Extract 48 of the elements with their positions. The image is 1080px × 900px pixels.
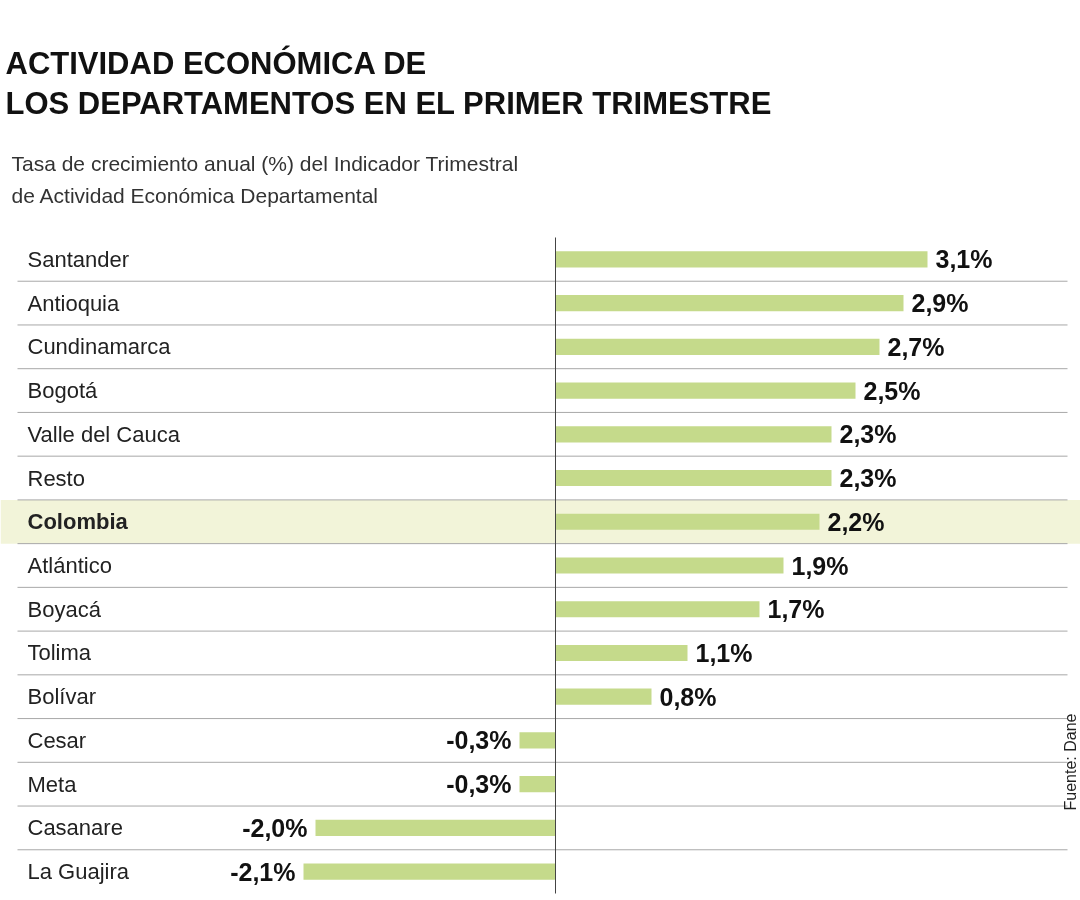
data-label: 2,3% xyxy=(839,420,897,449)
bar xyxy=(555,601,760,618)
y-tick-label: Boyacá xyxy=(27,596,102,622)
data-label: 3,1% xyxy=(935,245,993,274)
y-tick-label: La Guajira xyxy=(27,859,130,885)
y-tick-label: Tolima xyxy=(27,640,92,666)
y-tick-label: Cesar xyxy=(27,727,87,753)
bar xyxy=(555,382,856,399)
data-label: -0,3% xyxy=(446,726,512,755)
data-label: 2,9% xyxy=(911,289,969,318)
bar xyxy=(555,426,832,443)
bar xyxy=(555,644,688,662)
y-tick-label: Cundinamarca xyxy=(27,334,172,360)
data-label: 1,9% xyxy=(791,551,849,580)
chart-title: ACTIVIDAD ECONÓMICA DE LOS DEPARTAMENTOS EN EL PRIMER TRIMESTRE xyxy=(5,45,772,121)
bar xyxy=(303,863,556,880)
y-tick-label: Meta xyxy=(27,771,78,797)
y-tick-label: Colombia xyxy=(27,509,129,535)
y-tick-label: Casanare xyxy=(27,815,123,841)
bar xyxy=(555,295,904,312)
data-label: 2,7% xyxy=(887,332,945,361)
data-label: 1,1% xyxy=(695,638,753,667)
y-tick-label: Santander xyxy=(27,246,130,272)
data-label: -2,1% xyxy=(230,857,296,886)
bar xyxy=(555,688,652,705)
data-label: -2,0% xyxy=(242,813,308,842)
y-tick-label: Valle del Cauca xyxy=(27,421,181,447)
data-label: 0,8% xyxy=(659,682,717,711)
bar xyxy=(555,469,832,487)
bar xyxy=(519,732,556,749)
data-label: 2,5% xyxy=(863,376,921,405)
data-label: 2,2% xyxy=(827,507,885,536)
source-note: Fuente: Dane xyxy=(1062,713,1079,811)
bar xyxy=(555,513,820,530)
data-label: -0,3% xyxy=(446,770,512,799)
y-tick-label: Resto xyxy=(27,465,85,491)
y-tick-label: Bogotá xyxy=(27,378,98,404)
bar xyxy=(519,776,556,793)
data-label: 1,7% xyxy=(767,595,825,624)
bar xyxy=(555,251,928,268)
data-label: 2,3% xyxy=(839,464,897,493)
y-tick-label: Antioquia xyxy=(27,290,120,316)
bar xyxy=(555,338,880,355)
chart-subtitle: Tasa de crecimiento anual (%) del Indicador Trimestral de Actividad Económica Departamental xyxy=(11,152,519,207)
bar xyxy=(315,819,556,836)
y-tick-label: Bolívar xyxy=(27,684,96,710)
y-tick-label: Atlántico xyxy=(27,553,112,578)
bar xyxy=(555,557,784,574)
